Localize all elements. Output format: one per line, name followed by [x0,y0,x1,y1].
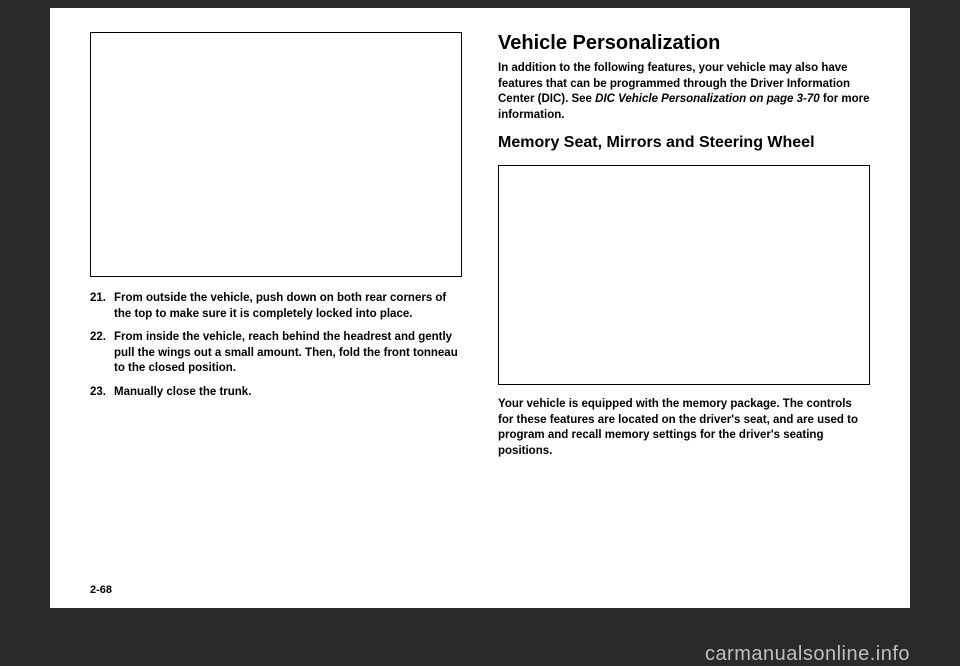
two-column-layout: 21. From outside the vehicle, push down … [90,32,870,596]
page-number: 2-68 [90,584,462,596]
watermark-text: carmanualsonline.info [705,643,910,666]
list-item: 21. From outside the vehicle, push down … [90,291,462,322]
list-number: 21. [90,291,114,322]
figure-placeholder-left [90,32,462,277]
list-text: From outside the vehicle, push down on b… [114,291,462,322]
list-item: 23. Manually close the trunk. [90,385,462,401]
intro-cross-ref: DIC Vehicle Personalization on page 3-70 [595,93,820,105]
left-column: 21. From outside the vehicle, push down … [90,32,462,596]
intro-paragraph: In addition to the following features, y… [498,61,870,123]
subsection-heading: Memory Seat, Mirrors and Steering Wheel [498,133,870,153]
list-text: From inside the vehicle, reach behind th… [114,330,462,377]
list-number: 22. [90,330,114,377]
list-item: 22. From inside the vehicle, reach behin… [90,330,462,377]
figure-placeholder-right [498,165,870,385]
list-text: Manually close the trunk. [114,385,251,401]
caption-paragraph: Your vehicle is equipped with the memory… [498,397,870,459]
manual-page: 21. From outside the vehicle, push down … [50,8,910,608]
right-column: Vehicle Personalization In addition to t… [498,32,870,596]
section-heading: Vehicle Personalization [498,32,870,55]
list-number: 23. [90,385,114,401]
